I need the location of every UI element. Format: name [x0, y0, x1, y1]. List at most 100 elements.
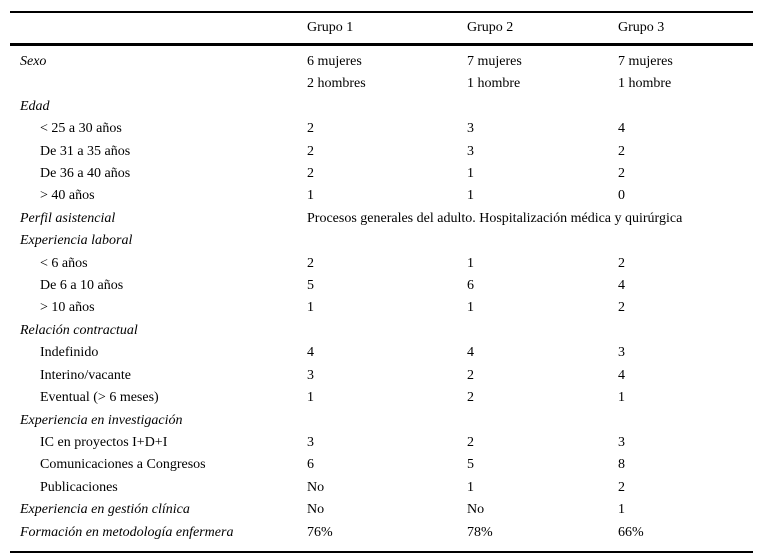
- cell-value: 3: [618, 434, 625, 450]
- row-label: De 31 a 35 años: [40, 143, 131, 159]
- table-row: IC en proyectos I+D+I 3 2 3: [10, 432, 753, 454]
- row-label: Formación en metodología enfermera: [20, 524, 234, 540]
- row-label: IC en proyectos I+D+I: [40, 434, 168, 450]
- table-row: > 10 años 1 1 2: [10, 297, 753, 319]
- cell-value: [618, 230, 753, 252]
- cell-value: [307, 320, 467, 342]
- column-header-grupo-2: Grupo 2: [467, 19, 514, 35]
- row-label: De 6 a 10 años: [40, 278, 124, 294]
- column-header-grupo-1: Grupo 1: [307, 19, 354, 35]
- cell-value: 8: [618, 457, 625, 473]
- row-label: Publicaciones: [40, 479, 118, 495]
- cell-value: 1: [618, 390, 625, 406]
- row-span-value: Procesos generales del adulto. Hospitali…: [307, 210, 683, 226]
- cell-value: [467, 410, 618, 432]
- row-label: Experiencia en gestión clínica: [20, 502, 190, 518]
- cell-value: 2: [467, 367, 474, 383]
- cell-value: [618, 96, 753, 118]
- cell-value: 3: [307, 434, 314, 450]
- table-row: Indefinido 4 4 3: [10, 342, 753, 364]
- cell-value: [467, 96, 618, 118]
- cell-value: 2: [618, 479, 625, 495]
- cell-value: 0: [618, 188, 625, 204]
- cell-value: 1: [467, 188, 474, 204]
- cell-value: 7 mujeres 1 hombre: [618, 54, 673, 92]
- cell-value: 2: [307, 255, 314, 271]
- cell-value: 2: [307, 166, 314, 182]
- cell-value: 78%: [467, 524, 493, 540]
- table-row: Experiencia laboral: [10, 230, 753, 252]
- cell-value: 1: [307, 390, 314, 406]
- table-row: Formación en metodología enfermera 76% 78%…: [10, 522, 753, 544]
- cell-value: [618, 410, 753, 432]
- cell-value: 1: [618, 502, 625, 518]
- cell-value: 66%: [618, 524, 644, 540]
- row-label: Experiencia laboral: [20, 233, 133, 249]
- cell-value: No: [307, 502, 325, 518]
- row-label: > 10 años: [40, 300, 95, 316]
- cell-value: 7 mujeres 1 hombre: [467, 54, 522, 92]
- table-row: De 36 a 40 años 2 1 2: [10, 163, 753, 185]
- cell-value: 5: [307, 278, 314, 294]
- cell-value: [307, 230, 467, 252]
- cell-value: 2: [618, 143, 625, 159]
- table-header-row: Grupo 1 Grupo 2 Grupo 3: [10, 13, 753, 46]
- table-row: Relación contractual: [10, 320, 753, 342]
- cell-value: 4: [618, 367, 625, 383]
- cell-value: 4: [618, 121, 625, 137]
- cell-value: 4: [307, 345, 314, 361]
- cell-value: 6 mujeres 2 hombres: [307, 54, 366, 92]
- cell-value: [307, 410, 467, 432]
- cell-value: No: [467, 502, 485, 518]
- row-label: Relación contractual: [20, 322, 138, 338]
- row-label: > 40 años: [40, 188, 95, 204]
- cell-value: 2: [467, 434, 474, 450]
- row-label: Eventual (> 6 meses): [40, 390, 159, 406]
- table-row: < 6 años 2 1 2: [10, 253, 753, 275]
- table-row: Publicaciones No 1 2: [10, 477, 753, 499]
- row-label: < 25 a 30 años: [40, 121, 122, 137]
- cell-value: 1: [467, 300, 474, 316]
- row-label: Indefinido: [40, 345, 99, 361]
- table-row: Eventual (> 6 meses) 1 2 1: [10, 387, 753, 409]
- table-row: Comunicaciones a Congresos 6 5 8: [10, 454, 753, 476]
- cell-value: 6: [467, 278, 474, 294]
- cell-value: [618, 320, 753, 342]
- participants-table: Grupo 1 Grupo 2 Grupo 3 Sexo 6 mujeres 2 …: [10, 11, 753, 553]
- table-row: > 40 años 1 1 0: [10, 185, 753, 207]
- cell-value: 2: [618, 255, 625, 271]
- row-label: Experiencia en investigación: [20, 412, 183, 428]
- cell-value: 1: [307, 300, 314, 316]
- row-label: Sexo: [20, 54, 47, 69]
- cell-value: 2: [307, 121, 314, 137]
- cell-value: 1: [467, 479, 474, 495]
- table-row: Perfil asistencial Procesos generales del…: [10, 208, 753, 230]
- row-label: Edad: [20, 98, 50, 114]
- table-body: Sexo 6 mujeres 2 hombres 7 mujeres 1 hombr…: [10, 46, 753, 551]
- row-label: De 36 a 40 años: [40, 166, 131, 182]
- row-label: Interino/vacante: [40, 367, 131, 383]
- cell-value: [467, 320, 618, 342]
- row-label: Comunicaciones a Congresos: [40, 457, 206, 473]
- cell-value: [467, 230, 618, 252]
- row-label: Perfil asistencial: [20, 210, 116, 226]
- table-row: De 31 a 35 años 2 3 2: [10, 141, 753, 163]
- cell-value: No: [307, 479, 325, 495]
- cell-value: 2: [467, 390, 474, 406]
- table-row: Edad: [10, 96, 753, 118]
- cell-value: 1: [467, 166, 474, 182]
- row-label: < 6 años: [40, 255, 88, 271]
- cell-value: 6: [307, 457, 314, 473]
- cell-value: 2: [618, 166, 625, 182]
- table-row: Experiencia en investigación: [10, 410, 753, 432]
- cell-value: [307, 96, 467, 118]
- table-row: Interino/vacante 3 2 4: [10, 365, 753, 387]
- cell-value: 4: [618, 278, 625, 294]
- table-row: De 6 a 10 años 5 6 4: [10, 275, 753, 297]
- table-row: < 25 a 30 años 2 3 4: [10, 118, 753, 140]
- column-header-grupo-3: Grupo 3: [618, 19, 665, 35]
- cell-value: 3: [467, 121, 474, 137]
- cell-value: 3: [307, 367, 314, 383]
- cell-value: 1: [467, 255, 474, 271]
